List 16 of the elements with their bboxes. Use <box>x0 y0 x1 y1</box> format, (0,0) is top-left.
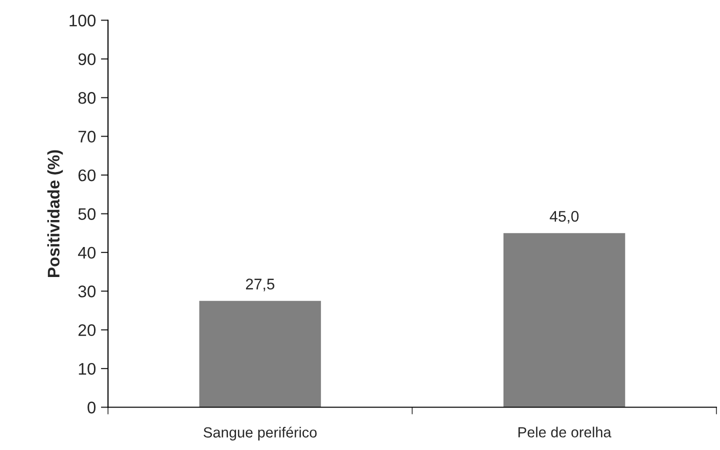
y-tick-label: 0 <box>88 402 96 414</box>
data-label: 45,0 <box>550 210 579 224</box>
y-tick-label: 80 <box>78 92 96 104</box>
y-tick-label: 100 <box>70 14 96 26</box>
y-tick-label: 20 <box>78 324 96 336</box>
y-axis-title: Positividade (%) <box>47 150 63 277</box>
x-tick-label: Sangue periférico <box>204 426 317 440</box>
y-tick-label: 60 <box>78 169 96 182</box>
y-tick-label: 50 <box>78 208 96 220</box>
y-tick-label: 30 <box>78 286 96 298</box>
y-tick-label: 70 <box>78 130 96 143</box>
data-label: 27,5 <box>246 278 274 292</box>
y-tick-label: 10 <box>78 362 96 375</box>
x-tick-label: Pele de orelha <box>518 426 612 438</box>
y-tick-label: 90 <box>78 53 96 66</box>
y-tick-label: 40 <box>78 246 96 259</box>
